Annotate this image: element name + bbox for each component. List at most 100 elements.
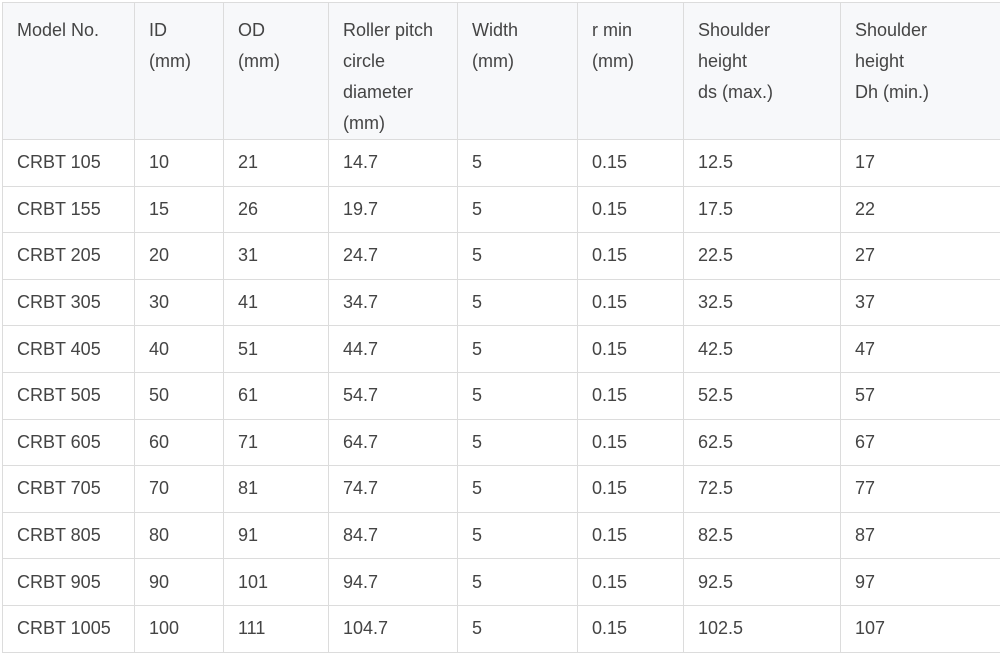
table-cell: 27 [840, 232, 1000, 280]
table-cell: 0.15 [577, 278, 684, 327]
table-cell: CRBT 805 [2, 511, 135, 560]
table-cell: 102.5 [683, 604, 841, 653]
table-cell: 5 [457, 558, 578, 606]
table-cell: CRBT 105 [2, 139, 135, 187]
table-cell: 5 [457, 232, 578, 280]
table-cell: CRBT 1005 [2, 604, 135, 653]
table-cell: CRBT 205 [2, 232, 135, 280]
column-header: Shoulder height ds (max.) [683, 2, 841, 140]
table-cell: 44.7 [328, 325, 458, 373]
table-cell: 10 [134, 139, 224, 187]
table-cell: 5 [457, 139, 578, 187]
table-cell: 26 [223, 185, 329, 234]
table-cell: 97 [840, 558, 1000, 606]
table-cell: 5 [457, 511, 578, 560]
table-row: CRBT 705 70 81 74.7 5 0.15 72.5 77 [2, 465, 1000, 513]
table-row: CRBT 605 60 71 64.7 5 0.15 62.5 67 [2, 418, 1000, 467]
table-cell: 0.15 [577, 185, 684, 234]
table-cell: 64.7 [328, 418, 458, 467]
table-cell: 71 [223, 418, 329, 467]
table-cell: CRBT 605 [2, 418, 135, 467]
table-row: CRBT 105 10 21 14.7 5 0.15 12.5 17 [2, 139, 1000, 187]
table-cell: 50 [134, 371, 224, 420]
table-cell: CRBT 905 [2, 558, 135, 606]
table-cell: 24.7 [328, 232, 458, 280]
table-cell: 0.15 [577, 511, 684, 560]
table-row: CRBT 905 90 101 94.7 5 0.15 92.5 97 [2, 558, 1000, 606]
table-cell: 5 [457, 278, 578, 327]
column-header: Width (mm) [457, 2, 578, 140]
table-cell: 92.5 [683, 558, 841, 606]
table-cell: 31 [223, 232, 329, 280]
table-cell: 15 [134, 185, 224, 234]
table-cell: 54.7 [328, 371, 458, 420]
table-row: CRBT 505 50 61 54.7 5 0.15 52.5 57 [2, 371, 1000, 420]
table-cell: CRBT 155 [2, 185, 135, 234]
table-cell: 0.15 [577, 139, 684, 187]
table-cell: 77 [840, 465, 1000, 513]
table-cell: 47 [840, 325, 1000, 373]
table-cell: 0.15 [577, 465, 684, 513]
table-cell: CRBT 405 [2, 325, 135, 373]
header-row: Model No. ID (mm) OD (mm) Roller pitch circ… [2, 2, 1000, 140]
table-cell: 84.7 [328, 511, 458, 560]
table-cell: CRBT 705 [2, 465, 135, 513]
table-cell: 74.7 [328, 465, 458, 513]
table-cell: 42.5 [683, 325, 841, 373]
table-cell: 61 [223, 371, 329, 420]
table-cell: 21 [223, 139, 329, 187]
table-cell: 5 [457, 604, 578, 653]
table-cell: 104.7 [328, 604, 458, 653]
table-row: CRBT 805 80 91 84.7 5 0.15 82.5 87 [2, 511, 1000, 560]
table-cell: 72.5 [683, 465, 841, 513]
table-cell: 22 [840, 185, 1000, 234]
table-cell: 0.15 [577, 418, 684, 467]
table-cell: 0.15 [577, 604, 684, 653]
table-row: CRBT 305 30 41 34.7 5 0.15 32.5 37 [2, 278, 1000, 327]
table-cell: CRBT 505 [2, 371, 135, 420]
table-row: CRBT 405 40 51 44.7 5 0.15 42.5 47 [2, 325, 1000, 373]
table-row: CRBT 1005 100 111 104.7 5 0.15 102.5 107 [2, 604, 1000, 653]
table-cell: 111 [223, 604, 329, 653]
column-header: Shoulder height Dh (min.) [840, 2, 1000, 140]
table-cell: CRBT 305 [2, 278, 135, 327]
table-cell: 87 [840, 511, 1000, 560]
table-cell: 5 [457, 371, 578, 420]
table-cell: 17.5 [683, 185, 841, 234]
table-cell: 57 [840, 371, 1000, 420]
table-cell: 0.15 [577, 558, 684, 606]
table-cell: 41 [223, 278, 329, 327]
table-cell: 14.7 [328, 139, 458, 187]
table-cell: 52.5 [683, 371, 841, 420]
table-row: CRBT 205 20 31 24.7 5 0.15 22.5 27 [2, 232, 1000, 280]
column-header: r min (mm) [577, 2, 684, 140]
table-cell: 37 [840, 278, 1000, 327]
table-cell: 5 [457, 325, 578, 373]
table-cell: 70 [134, 465, 224, 513]
table-cell: 40 [134, 325, 224, 373]
table-cell: 5 [457, 185, 578, 234]
table-cell: 22.5 [683, 232, 841, 280]
table-cell: 107 [840, 604, 1000, 653]
table-cell: 60 [134, 418, 224, 467]
table-cell: 12.5 [683, 139, 841, 187]
table-cell: 80 [134, 511, 224, 560]
table-cell: 81 [223, 465, 329, 513]
table-cell: 51 [223, 325, 329, 373]
column-header: OD (mm) [223, 2, 329, 140]
table-cell: 19.7 [328, 185, 458, 234]
table-cell: 0.15 [577, 371, 684, 420]
table-cell: 91 [223, 511, 329, 560]
table-cell: 0.15 [577, 232, 684, 280]
column-header: Model No. [2, 2, 135, 140]
table-cell: 67 [840, 418, 1000, 467]
table-cell: 5 [457, 465, 578, 513]
table-row: CRBT 155 15 26 19.7 5 0.15 17.5 22 [2, 185, 1000, 234]
table-cell: 94.7 [328, 558, 458, 606]
table-cell: 17 [840, 139, 1000, 187]
table-cell: 100 [134, 604, 224, 653]
table-cell: 20 [134, 232, 224, 280]
table-cell: 62.5 [683, 418, 841, 467]
table-cell: 90 [134, 558, 224, 606]
